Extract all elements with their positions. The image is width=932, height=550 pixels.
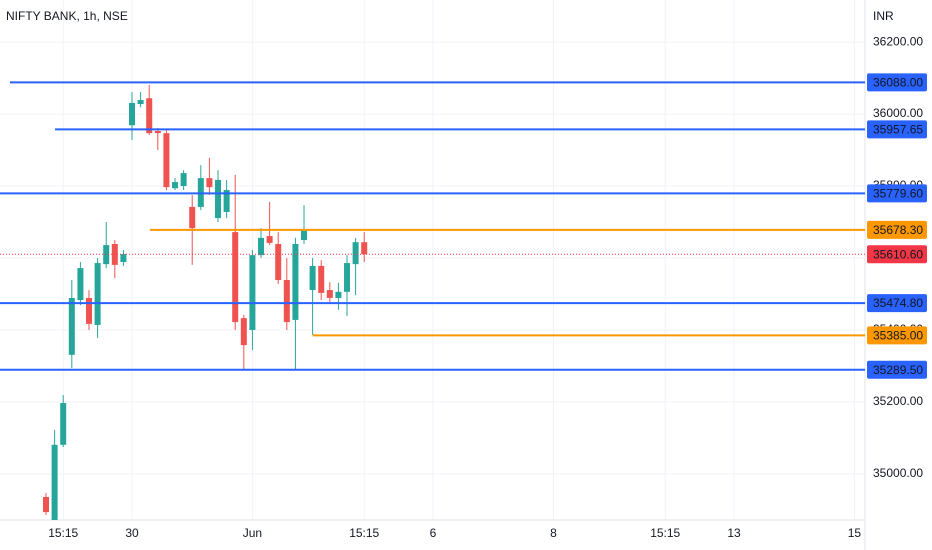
candle-body bbox=[68, 297, 75, 355]
last-price-label: 35610.60 bbox=[873, 247, 923, 261]
x-tick-label: 30 bbox=[125, 526, 139, 540]
candle-body bbox=[301, 229, 308, 241]
x-tick-label: 15:15 bbox=[650, 526, 680, 540]
candle-body bbox=[344, 263, 351, 292]
candle-body bbox=[309, 265, 316, 291]
chart-title: NIFTY BANK, 1h, NSE bbox=[6, 9, 128, 23]
level-label: 35385.00 bbox=[873, 329, 923, 343]
candle-body bbox=[180, 173, 187, 187]
level-label: 35779.60 bbox=[873, 187, 923, 201]
candle-body bbox=[215, 179, 222, 219]
candle-body bbox=[240, 318, 247, 346]
candle-body bbox=[258, 237, 265, 256]
candle-body bbox=[326, 290, 333, 298]
level-label-box bbox=[867, 73, 927, 92]
level-label: 35474.80 bbox=[873, 296, 923, 310]
candle-body bbox=[146, 98, 153, 134]
level-label-box bbox=[867, 184, 927, 203]
candle-body bbox=[275, 243, 282, 280]
x-tick-label: Jun bbox=[243, 526, 262, 540]
level-label-box bbox=[867, 326, 927, 345]
currency-label: INR bbox=[873, 9, 894, 23]
x-tick-label: 15 bbox=[848, 526, 862, 540]
candle-body bbox=[318, 265, 325, 293]
x-tick-label: 8 bbox=[550, 526, 557, 540]
candle-body bbox=[283, 279, 290, 323]
y-tick-label: 35000.00 bbox=[873, 466, 923, 480]
candle-body bbox=[43, 496, 50, 513]
candle-body bbox=[154, 130, 161, 134]
candle-body bbox=[223, 190, 230, 212]
candle-body bbox=[172, 182, 179, 189]
candle-body bbox=[94, 263, 101, 325]
y-tick-label: 36000.00 bbox=[873, 106, 923, 120]
level-label-box bbox=[867, 360, 927, 379]
candle-body bbox=[352, 242, 359, 265]
level-label-box bbox=[867, 220, 927, 239]
candle-body bbox=[361, 242, 368, 255]
candle-body bbox=[103, 245, 110, 265]
candle-body bbox=[232, 232, 239, 323]
candle-body bbox=[60, 403, 67, 445]
candle-body bbox=[266, 236, 273, 243]
level-label: 36088.00 bbox=[873, 76, 923, 90]
candle-body bbox=[206, 178, 213, 188]
level-label: 35957.65 bbox=[873, 122, 923, 136]
candle-body bbox=[51, 444, 58, 520]
y-tick-label: 36200.00 bbox=[873, 34, 923, 48]
y-tick-label: 35200.00 bbox=[873, 394, 923, 408]
candle-body bbox=[249, 255, 256, 330]
x-tick-label: 13 bbox=[727, 526, 741, 540]
level-label: 35289.50 bbox=[873, 363, 923, 377]
level-label: 35678.30 bbox=[873, 223, 923, 237]
level-label-box bbox=[867, 120, 927, 139]
x-tick-label: 15:15 bbox=[349, 526, 379, 540]
last-price-label-box bbox=[867, 245, 927, 264]
candle-body bbox=[335, 291, 342, 298]
x-tick-label: 6 bbox=[430, 526, 437, 540]
candle-body bbox=[137, 100, 144, 104]
x-tick-label: 15:15 bbox=[48, 526, 78, 540]
level-label-box bbox=[867, 294, 927, 313]
candle-body bbox=[129, 102, 136, 126]
candle-body bbox=[86, 297, 93, 324]
candle-body bbox=[292, 243, 299, 320]
candle-body bbox=[163, 133, 170, 188]
candle-body bbox=[120, 254, 127, 262]
candle-body bbox=[77, 268, 84, 301]
candle-body bbox=[189, 206, 196, 229]
